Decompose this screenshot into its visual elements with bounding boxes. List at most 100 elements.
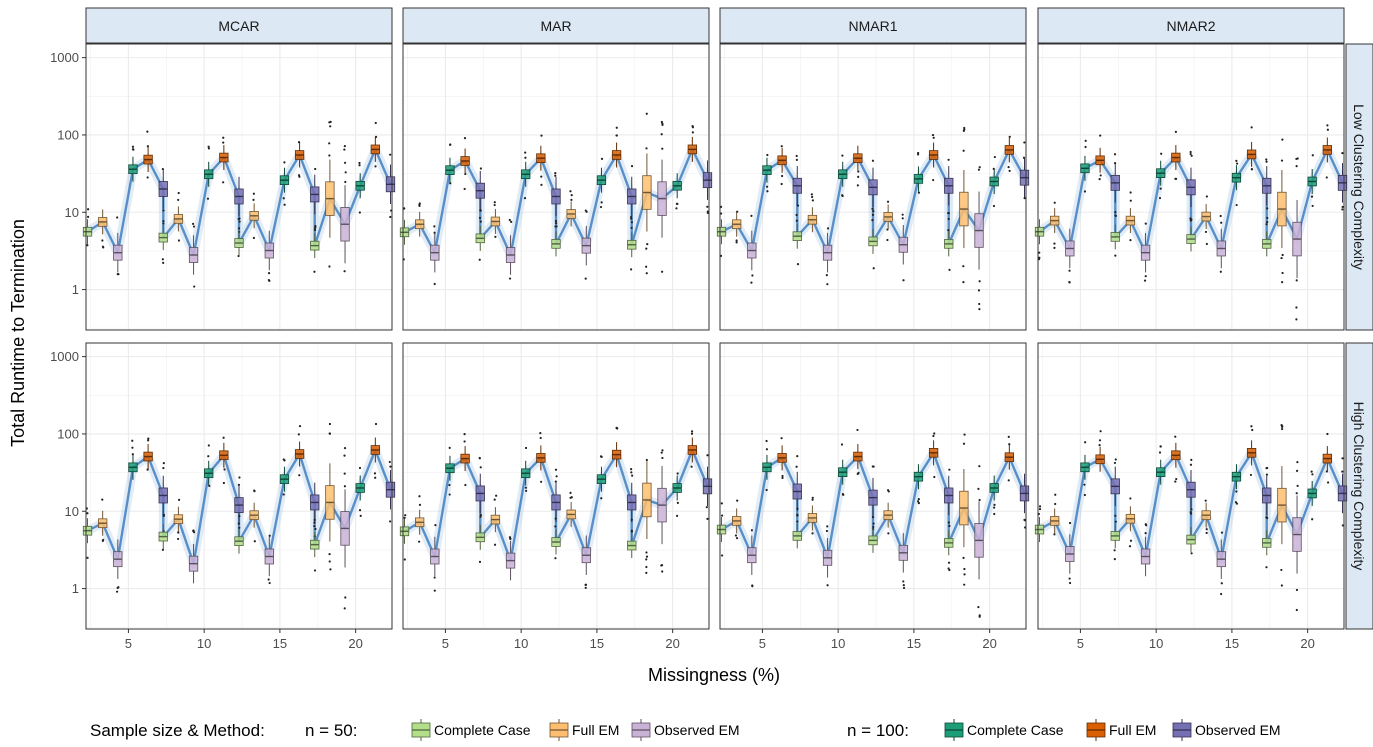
box-n50-FullEM-15 — [1201, 499, 1211, 535]
panel-nmar1-1: 5 10 15 20 — [716, 342, 1030, 651]
box-n100-FullEM-10 — [853, 428, 863, 476]
y-tick-label: 100 — [57, 426, 79, 441]
box-n50-FullEM-15 — [566, 491, 576, 527]
box-n50-ObsEM-5 — [430, 225, 440, 286]
box-n50-CC-10 — [475, 513, 485, 563]
box-n100-CC-5 — [762, 153, 772, 193]
box-n100-ObsEM-10 — [1186, 150, 1196, 208]
box-n50-ObsEM-20 — [340, 144, 350, 273]
box-n50-ObsEM-5 — [747, 529, 757, 588]
box-n100-FullEM-15 — [1246, 126, 1257, 171]
box-n50-FullEM-20 — [642, 458, 652, 574]
box-n100-FullEM-5 — [460, 137, 470, 191]
panels-layer: MCAR MAR NMAR1 NMAR2 Low Clustering Complexi… — [50, 7, 1373, 651]
box-n50-ObsEM-15 — [1216, 531, 1226, 596]
legend-item: Observed EM — [631, 719, 740, 741]
box-n50-CC-5 — [1034, 505, 1045, 543]
box-n100-CC-5 — [445, 143, 455, 185]
box-n100-FullEM-10 — [536, 134, 546, 186]
box-n50-FullEM-15 — [249, 192, 259, 240]
box-n100-FullEM-5 — [143, 437, 153, 471]
box-n100-FullEM-5 — [777, 145, 787, 186]
box-n50-FullEM-5 — [98, 209, 108, 249]
x-tick-label: 20 — [665, 636, 679, 651]
box-n50-FullEM-5 — [732, 499, 742, 540]
legend: Sample size & Method: n = 50: Complete Cas… — [90, 719, 1281, 741]
x-tick-label: 5 — [759, 636, 766, 651]
box-n100-ObsEM-20 — [702, 454, 713, 520]
box-n50-ObsEM-15 — [898, 213, 908, 282]
box-n100-CC-20 — [989, 155, 999, 208]
box-n100-ObsEM-20 — [1337, 152, 1348, 211]
y-tick-label: 10 — [65, 205, 79, 220]
box-n100-FullEM-5 — [143, 130, 153, 179]
panel-nmar2-0 — [1034, 43, 1348, 331]
box-n50-FullEM-5 — [1050, 201, 1060, 249]
legend-group-label: n = 100: — [847, 721, 909, 740]
box-n100-CC-20 — [1307, 470, 1317, 521]
box-n100-CC-20 — [355, 466, 365, 518]
x-tick-label: 20 — [348, 636, 362, 651]
box-n100-CC-15 — [596, 455, 607, 500]
side-strip-0: Low Clustering Complexity — [1345, 43, 1373, 331]
box-n100-CC-5 — [762, 439, 772, 492]
box-n50-FullEM-5 — [1050, 493, 1060, 536]
x-tick-label: 10 — [831, 636, 845, 651]
legend-group-label: n = 50: — [305, 721, 357, 740]
box-n50-FullEM-10 — [807, 193, 818, 233]
box-n100-CC-5 — [128, 439, 138, 480]
box-n50-FullEM-10 — [1125, 191, 1136, 242]
side-strip-label: Low Clustering Complexity — [1351, 104, 1367, 270]
box-n100-FullEM-10 — [1171, 435, 1181, 483]
box-n50-ObsEM-20 — [974, 166, 984, 311]
strip-label: MAR — [540, 18, 571, 34]
legend-item: Observed EM — [1172, 719, 1281, 741]
panel-border — [1037, 43, 1345, 331]
box-n100-CC-10 — [1156, 445, 1166, 485]
strip-label: MCAR — [218, 18, 259, 34]
box-n100-CC-15 — [913, 151, 924, 194]
box-n50-FullEM-15 — [566, 190, 576, 227]
box-n50-CC-20 — [627, 215, 637, 271]
box-n50-FullEM-5 — [98, 498, 108, 542]
box-n100-FullEM-20 — [370, 422, 380, 479]
box-n100-FullEM-10 — [536, 432, 546, 483]
box-n100-CC-5 — [128, 145, 138, 182]
box-n50-CC-5 — [716, 502, 727, 557]
strip-mcar: MCAR — [85, 7, 393, 44]
box-n50-FullEM-5 — [415, 495, 425, 543]
box-n100-FullEM-20 — [687, 124, 697, 162]
y-tick-label: 10 — [65, 504, 79, 519]
box-n50-CC-15 — [1186, 217, 1196, 252]
box-n50-ObsEM-15 — [581, 535, 591, 589]
box-n100-CC-15 — [596, 157, 607, 209]
box-n50-FullEM-10 — [1125, 497, 1136, 548]
box-n50-ObsEM-10 — [188, 222, 199, 288]
box-n50-CC-5 — [82, 208, 93, 247]
box-n100-FullEM-20 — [1322, 432, 1332, 484]
legend-title: Sample size & Method: — [90, 721, 265, 740]
legend-item-label: Full EM — [1109, 722, 1156, 738]
box-n100-ObsEM-5 — [1110, 458, 1120, 523]
x-axis-title: Missingness (%) — [648, 665, 780, 685]
box-n100-ObsEM-15 — [310, 482, 320, 538]
box-n50-FullEM-20 — [325, 120, 335, 268]
panel-border — [402, 342, 710, 630]
box-n50-CC-20 — [944, 530, 954, 572]
legend-item-label: Observed EM — [654, 722, 740, 738]
x-tick-label: 15 — [907, 636, 921, 651]
box-n50-ObsEM-10 — [188, 529, 199, 584]
box-n50-ObsEM-20 — [340, 446, 350, 610]
box-n50-FullEM-10 — [490, 201, 501, 238]
y-tick-label: 1000 — [50, 50, 79, 65]
box-n50-CC-20 — [1262, 216, 1272, 257]
box-n100-CC-10 — [204, 145, 214, 200]
box-n100-ObsEM-20 — [1019, 473, 1030, 529]
box-n50-CC-5 — [399, 514, 410, 561]
y-tick-label: 1000 — [50, 349, 79, 364]
x-tick-label: 5 — [1077, 636, 1084, 651]
box-n50-FullEM-20 — [642, 112, 652, 275]
legend-item: Complete Case — [411, 719, 531, 741]
x-tick-label: 5 — [442, 636, 449, 651]
box-n50-CC-20 — [944, 217, 954, 271]
